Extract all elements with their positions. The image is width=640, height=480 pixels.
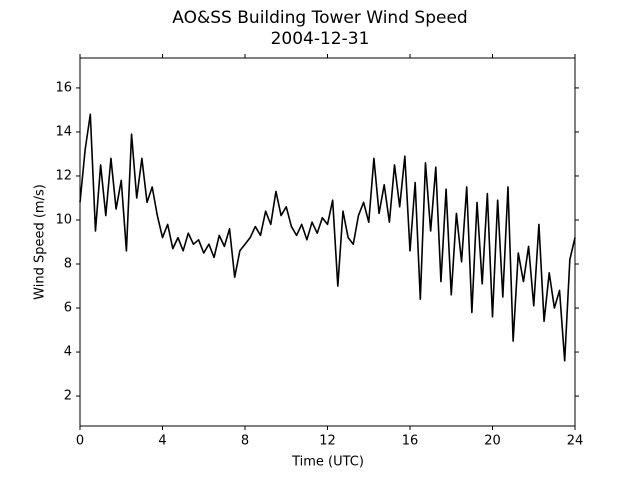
chart-title: AO&SS Building Tower Wind Speed	[172, 8, 467, 28]
x-tick-label: 0	[76, 434, 84, 449]
y-tick-label: 16	[55, 80, 72, 95]
x-tick-label: 12	[319, 434, 336, 449]
x-tick-label: 8	[241, 434, 249, 449]
chart-subtitle: 2004-12-31	[271, 29, 370, 49]
y-tick-label: 4	[64, 345, 72, 360]
y-tick-label: 10	[55, 212, 72, 227]
x-tick-label: 4	[158, 434, 166, 449]
x-tick-label: 16	[402, 434, 419, 449]
data-line	[79, 113, 576, 362]
y-tick-label: 6	[64, 301, 72, 316]
x-tick-label: 20	[484, 434, 501, 449]
y-tick-label: 14	[55, 124, 72, 139]
x-tick-label: 24	[567, 434, 584, 449]
x-axis-label: Time (UTC)	[291, 455, 364, 470]
y-tick-label: 12	[55, 168, 72, 183]
y-tick-label: 8	[64, 257, 72, 272]
plot-frame	[79, 57, 576, 427]
y-tick-label: 2	[64, 389, 72, 404]
y-axis-label: Wind Speed (m/s)	[33, 184, 48, 300]
